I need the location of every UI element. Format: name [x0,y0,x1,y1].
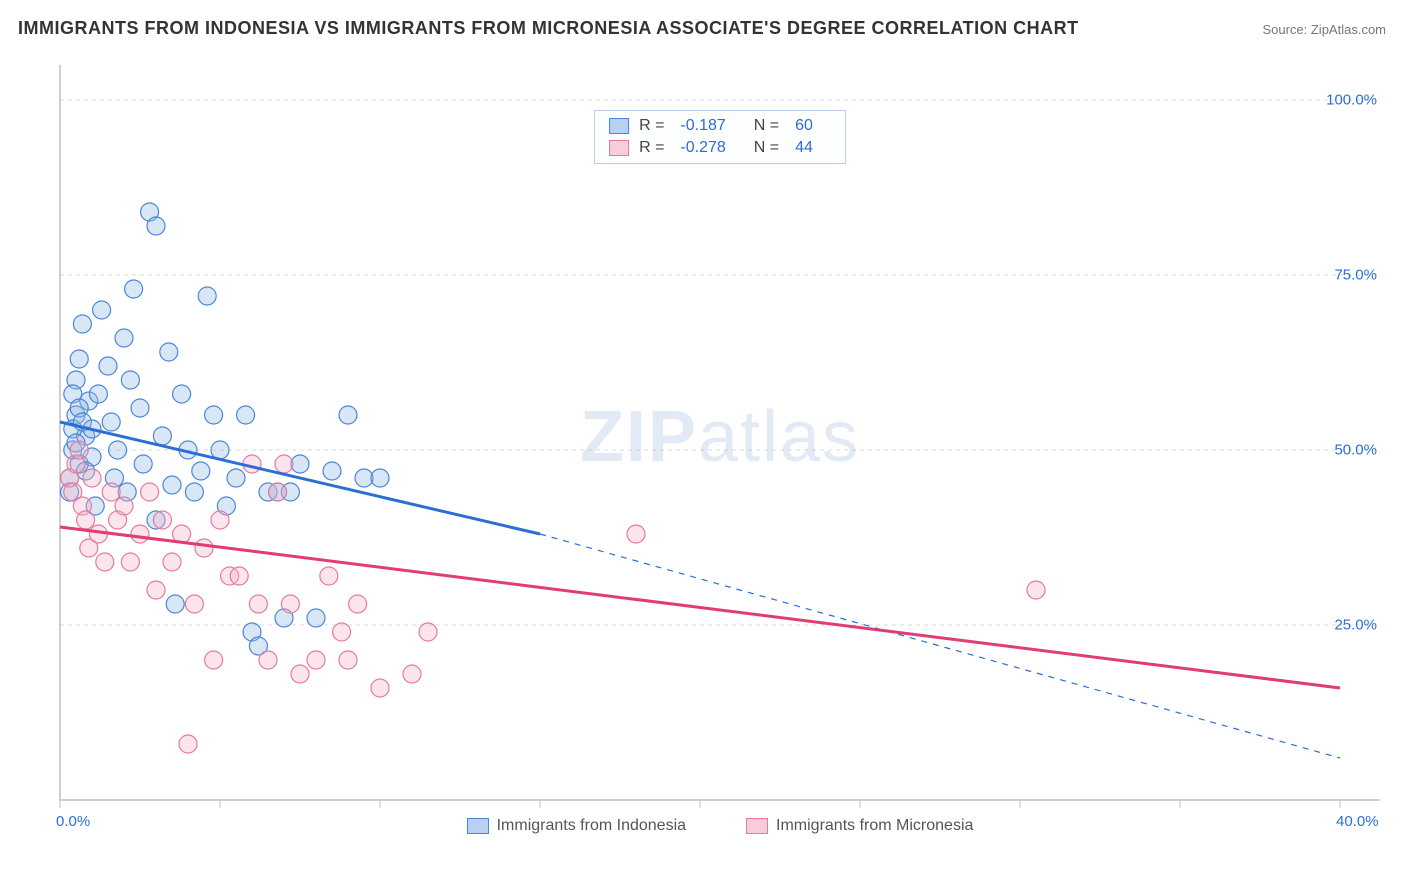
legend: Immigrants from Indonesia Immigrants fro… [55,817,1385,835]
legend-label: Immigrants from Indonesia [497,817,686,835]
source-attribution: Source: ZipAtlas.com [1262,22,1386,37]
stat-label: R = [639,117,664,135]
r-value: -0.278 [680,139,725,157]
swatch-icon [746,818,768,834]
swatch-icon [609,140,629,156]
stats-row-series-2: R = -0.278 N = 44 [609,137,831,159]
legend-item-indonesia: Immigrants from Indonesia [467,817,686,835]
swatch-icon [609,118,629,134]
chart-title: IMMIGRANTS FROM INDONESIA VS IMMIGRANTS … [18,18,1079,39]
y-tick-label: 25.0% [1334,617,1377,634]
n-value: 44 [795,139,813,157]
plot-area: ZIPatlas R = -0.187 N = 60 R = -0.278 N … [55,55,1385,835]
y-tick-label: 75.0% [1334,267,1377,284]
x-tick-label: 40.0% [1336,813,1379,830]
r-value: -0.187 [680,117,725,135]
legend-item-micronesia: Immigrants from Micronesia [746,817,973,835]
n-value: 60 [795,117,813,135]
stat-label: N = [754,117,779,135]
x-tick-label: 0.0% [56,813,90,830]
swatch-icon [467,818,489,834]
legend-label: Immigrants from Micronesia [776,817,973,835]
stats-row-series-1: R = -0.187 N = 60 [609,115,831,137]
stat-label: R = [639,139,664,157]
correlation-stats-box: R = -0.187 N = 60 R = -0.278 N = 44 [594,110,846,164]
y-tick-label: 50.0% [1334,442,1377,459]
stat-label: N = [754,139,779,157]
scatter-chart [55,55,1385,835]
y-tick-label: 100.0% [1326,92,1377,109]
